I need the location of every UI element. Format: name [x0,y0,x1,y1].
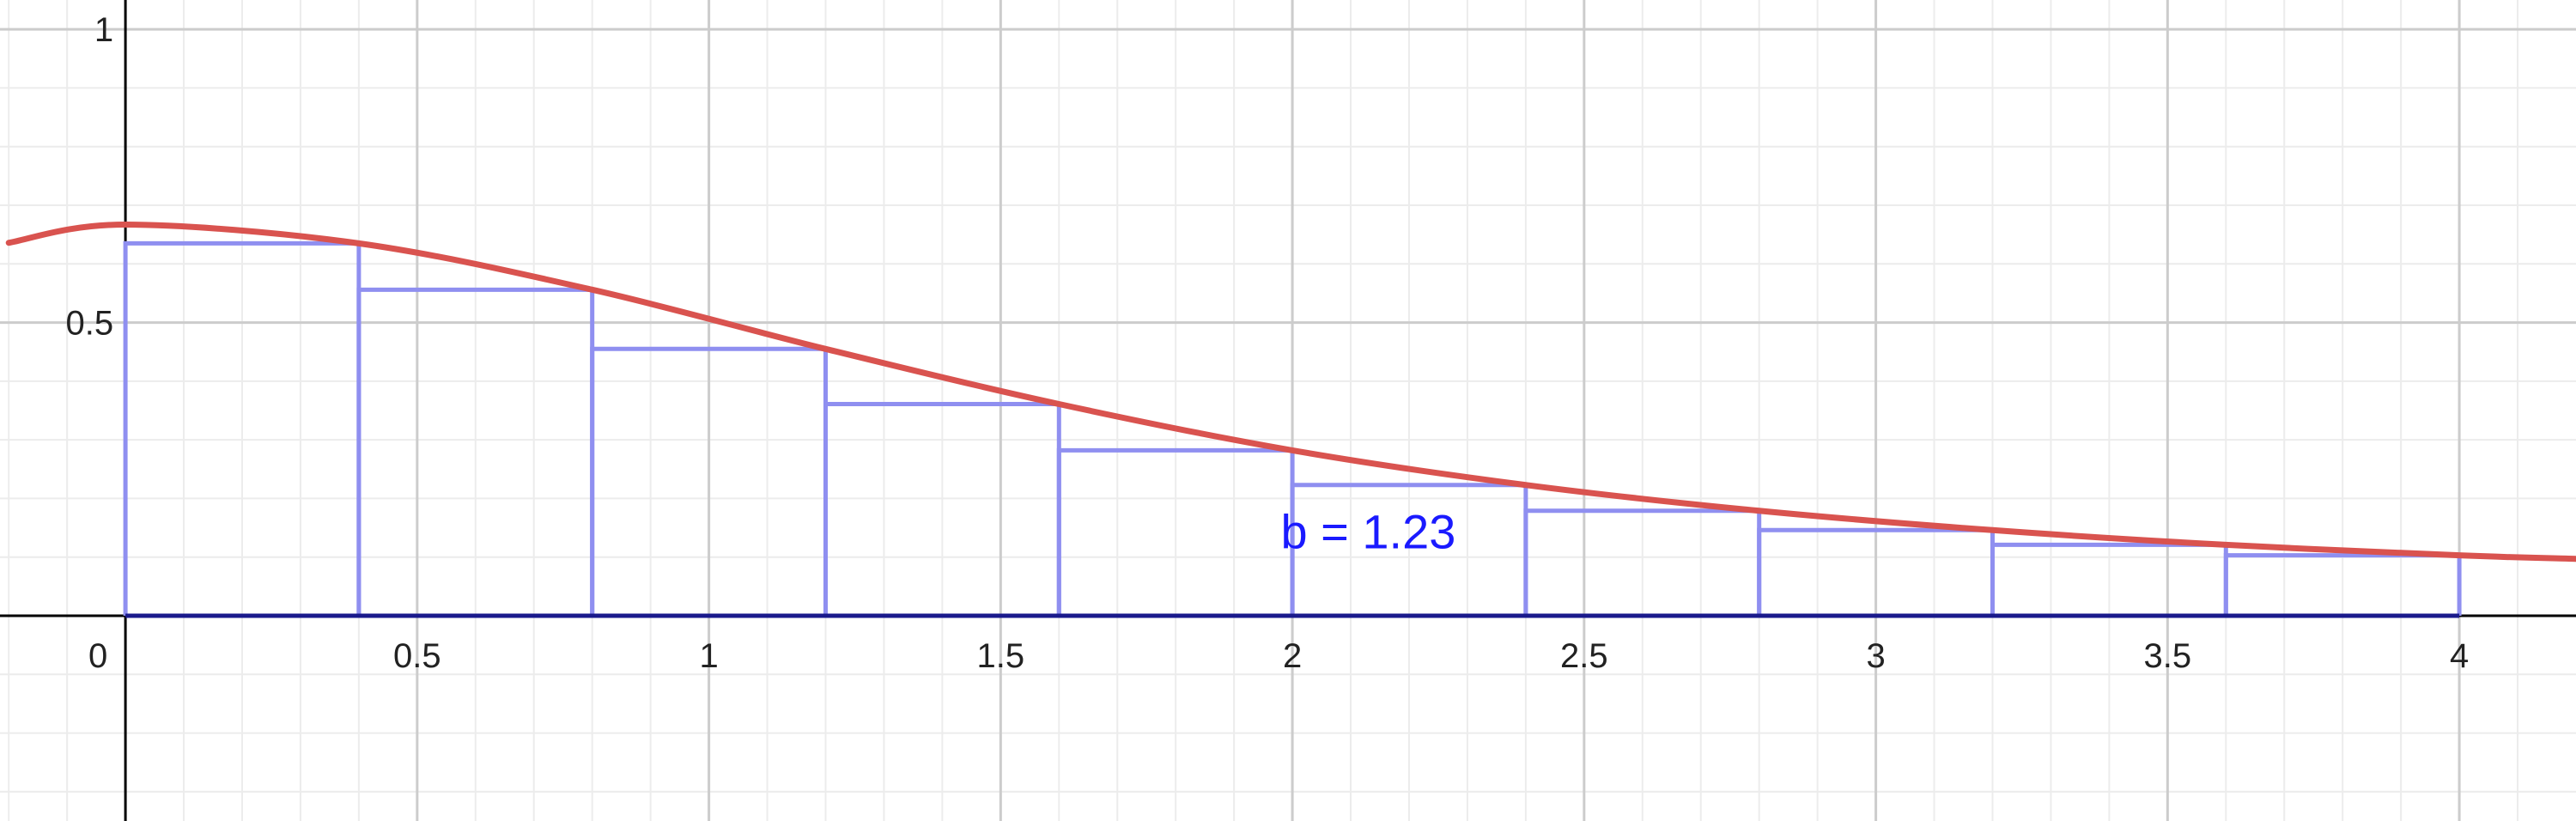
x-tick-label: 1 [699,637,718,675]
x-tick-label: 4 [2450,637,2469,675]
riemann-rectangles [123,240,2462,616]
riemann-rectangle [2223,553,2462,616]
x-tick-label: 3.5 [2144,637,2192,675]
x-tick-label: 0.5 [393,637,441,675]
y-tick-label: 1 [94,11,113,49]
x-tick-label: 2 [1283,637,1302,675]
function-curve [5,222,2576,563]
y-tick-label: 0.5 [65,305,113,343]
function-curve-layer [5,222,2576,563]
tick-labels: 0.5 1 1.5 2 2.5 3 3.5 4 0.5 1 0 [65,11,2469,675]
annotation-b-value: b = 1.23 [1280,504,1455,558]
origin-label: 0 [88,637,107,675]
x-tick-label: 2.5 [1560,637,1608,675]
x-tick-label: 1.5 [977,637,1025,675]
x-tick-label: 3 [1866,637,1885,675]
